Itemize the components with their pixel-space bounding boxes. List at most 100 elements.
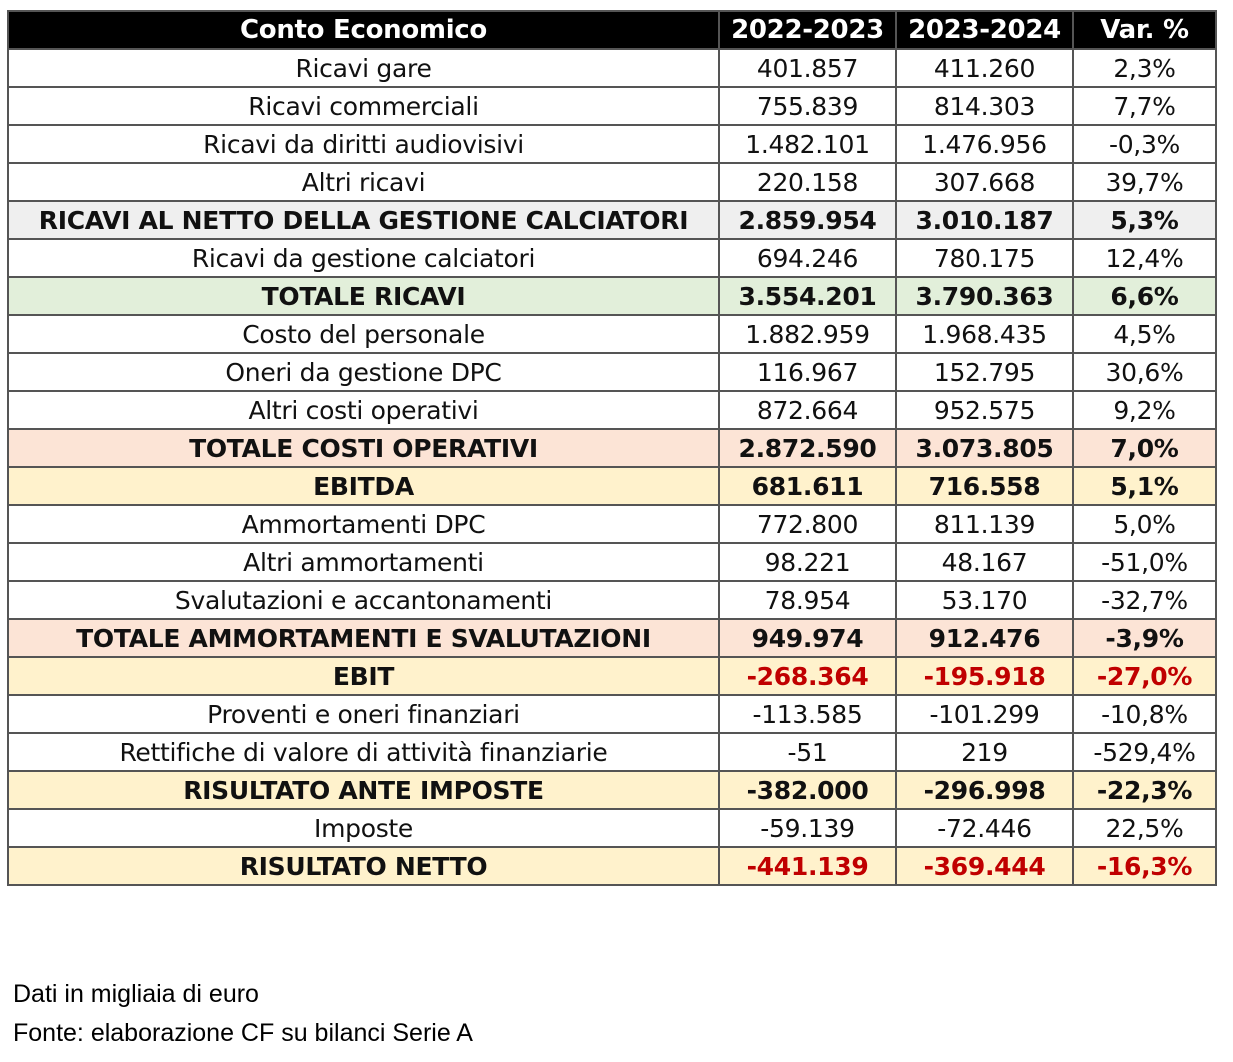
value-2023-2024: 1.476.956: [895, 124, 1074, 164]
table-row: TOTALE RICAVI 3.554.201 3.790.363 6,6%: [7, 276, 1217, 316]
table-row: Ricavi gare 401.857 411.260 2,3%: [7, 48, 1217, 88]
value-2023-2024: 3.010.187: [895, 200, 1074, 240]
table-row: Costo del personale 1.882.959 1.968.435 4,5…: [7, 314, 1217, 354]
value-2023-2024: 48.167: [895, 542, 1074, 582]
row-label: Costo del personale: [7, 314, 720, 354]
table-row: Proventi e oneri finanziari -113.585 -101.…: [7, 694, 1217, 734]
value-2023-2024: 53.170: [895, 580, 1074, 620]
row-label: RICAVI AL NETTO DELLA GESTIONE CALCIATOR…: [7, 200, 720, 240]
row-label: EBIT: [7, 656, 720, 696]
variation-percent: -529,4%: [1072, 732, 1217, 772]
source-note: Fonte: elaborazione CF su bilanci Serie …: [13, 1019, 473, 1047]
variation-percent: -22,3%: [1072, 770, 1217, 810]
table-row: Ricavi commerciali 755.839 814.303 7,7%: [7, 86, 1217, 126]
table-row: TOTALE AMMORTAMENTI E SVALUTAZIONI 949.97…: [7, 618, 1217, 658]
value-2023-2024: -296.998: [895, 770, 1074, 810]
value-2023-2024: 3.073.805: [895, 428, 1074, 468]
value-2022-2023: 755.839: [718, 86, 897, 126]
variation-percent: -32,7%: [1072, 580, 1217, 620]
row-label: EBITDA: [7, 466, 720, 506]
value-2022-2023: 3.554.201: [718, 276, 897, 316]
table-row: EBITDA 681.611 716.558 5,1%: [7, 466, 1217, 506]
value-2022-2023: 2.872.590: [718, 428, 897, 468]
row-label: Ricavi commerciali: [7, 86, 720, 126]
row-label: TOTALE COSTI OPERATIVI: [7, 428, 720, 468]
row-label: Rettifiche di valore di attività finanzi…: [7, 732, 720, 772]
value-2022-2023: -51: [718, 732, 897, 772]
row-label: Proventi e oneri finanziari: [7, 694, 720, 734]
variation-percent: 5,1%: [1072, 466, 1217, 506]
unit-note: Dati in migliaia di euro: [13, 980, 259, 1008]
notes: Dati in migliaia di euro Fonte: elaboraz…: [13, 975, 473, 1053]
value-2022-2023: 2.859.954: [718, 200, 897, 240]
row-label: Svalutazioni e accantonamenti: [7, 580, 720, 620]
value-2022-2023: -382.000: [718, 770, 897, 810]
header-year-2: 2023-2024: [895, 10, 1074, 50]
value-2023-2024: 219: [895, 732, 1074, 772]
row-label: Oneri da gestione DPC: [7, 352, 720, 392]
variation-percent: -51,0%: [1072, 542, 1217, 582]
value-2023-2024: 811.139: [895, 504, 1074, 544]
value-2022-2023: 1.482.101: [718, 124, 897, 164]
variation-percent: 12,4%: [1072, 238, 1217, 278]
row-label: Altri costi operativi: [7, 390, 720, 430]
value-2023-2024: 912.476: [895, 618, 1074, 658]
row-label: RISULTATO NETTO: [7, 846, 720, 886]
row-label: TOTALE AMMORTAMENTI E SVALUTAZIONI: [7, 618, 720, 658]
variation-percent: 22,5%: [1072, 808, 1217, 848]
value-2022-2023: 1.882.959: [718, 314, 897, 354]
variation-percent: 7,7%: [1072, 86, 1217, 126]
table-row: RISULTATO ANTE IMPOSTE -382.000 -296.998 -2…: [7, 770, 1217, 810]
value-2022-2023: -59.139: [718, 808, 897, 848]
value-2022-2023: 872.664: [718, 390, 897, 430]
table-row: Altri ammortamenti 98.221 48.167 -51,0%: [7, 542, 1217, 582]
table-row: Ammortamenti DPC 772.800 811.139 5,0%: [7, 504, 1217, 544]
table-row: Ricavi da diritti audiovisivi 1.482.101 1.…: [7, 124, 1217, 164]
row-label: Ammortamenti DPC: [7, 504, 720, 544]
header-year-1: 2022-2023: [718, 10, 897, 50]
table-row: Altri ricavi 220.158 307.668 39,7%: [7, 162, 1217, 202]
variation-percent: 2,3%: [1072, 48, 1217, 88]
row-label: Ricavi gare: [7, 48, 720, 88]
variation-percent: 4,5%: [1072, 314, 1217, 354]
value-2023-2024: 716.558: [895, 466, 1074, 506]
row-label: RISULTATO ANTE IMPOSTE: [7, 770, 720, 810]
value-2023-2024: 1.968.435: [895, 314, 1074, 354]
value-2022-2023: 401.857: [718, 48, 897, 88]
value-2023-2024: -195.918: [895, 656, 1074, 696]
row-label: TOTALE RICAVI: [7, 276, 720, 316]
variation-percent: -16,3%: [1072, 846, 1217, 886]
table-row: Imposte -59.139 -72.446 22,5%: [7, 808, 1217, 848]
variation-percent: -0,3%: [1072, 124, 1217, 164]
value-2022-2023: 681.611: [718, 466, 897, 506]
value-2022-2023: 98.221: [718, 542, 897, 582]
variation-percent: -27,0%: [1072, 656, 1217, 696]
row-label: Altri ricavi: [7, 162, 720, 202]
value-2022-2023: 78.954: [718, 580, 897, 620]
value-2022-2023: -113.585: [718, 694, 897, 734]
row-label: Ricavi da diritti audiovisivi: [7, 124, 720, 164]
variation-percent: -10,8%: [1072, 694, 1217, 734]
value-2022-2023: 949.974: [718, 618, 897, 658]
value-2022-2023: 772.800: [718, 504, 897, 544]
value-2022-2023: -268.364: [718, 656, 897, 696]
value-2022-2023: 694.246: [718, 238, 897, 278]
value-2023-2024: 152.795: [895, 352, 1074, 392]
table-row: Rettifiche di valore di attività finanzi…: [7, 732, 1217, 772]
variation-percent: 5,0%: [1072, 504, 1217, 544]
variation-percent: 6,6%: [1072, 276, 1217, 316]
value-2023-2024: -72.446: [895, 808, 1074, 848]
table-row: RICAVI AL NETTO DELLA GESTIONE CALCIATOR…: [7, 200, 1217, 240]
row-label: Ricavi da gestione calciatori: [7, 238, 720, 278]
value-2023-2024: 411.260: [895, 48, 1074, 88]
value-2022-2023: 220.158: [718, 162, 897, 202]
value-2023-2024: -369.444: [895, 846, 1074, 886]
table-row: EBIT -268.364 -195.918 -27,0%: [7, 656, 1217, 696]
header-variation: Var. %: [1072, 10, 1217, 50]
value-2023-2024: 814.303: [895, 86, 1074, 126]
value-2023-2024: 3.790.363: [895, 276, 1074, 316]
value-2022-2023: 116.967: [718, 352, 897, 392]
table-row: Ricavi da gestione calciatori 694.246 780.…: [7, 238, 1217, 278]
variation-percent: -3,9%: [1072, 618, 1217, 658]
table-row: Altri costi operativi 872.664 952.575 9,2%: [7, 390, 1217, 430]
